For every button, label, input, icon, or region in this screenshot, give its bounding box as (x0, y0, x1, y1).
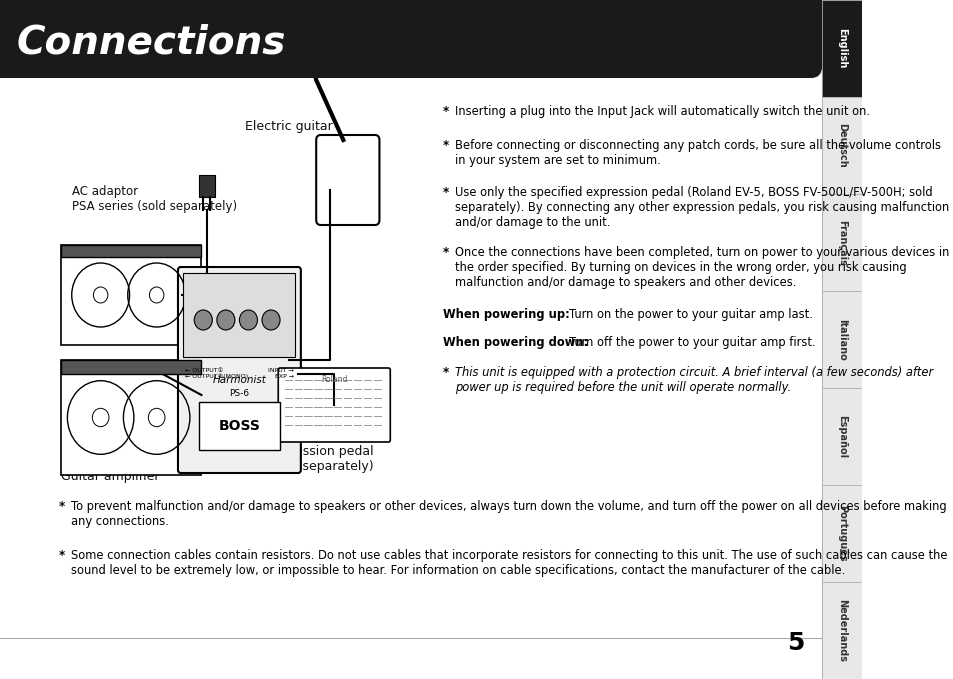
Text: Some connection cables contain resistors. Do not use cables that incorporate res: Some connection cables contain resistors… (71, 549, 947, 577)
Bar (61, 360, 201, 475)
Text: Nederlands: Nederlands (836, 599, 846, 662)
Text: Español: Español (836, 415, 846, 458)
Bar (821, 485, 861, 582)
Text: Electric guitar: Electric guitar (245, 120, 333, 133)
Text: Before connecting or disconnecting any patch cords, be sure all the volume contr: Before connecting or disconnecting any p… (455, 139, 941, 167)
FancyBboxPatch shape (315, 135, 379, 225)
Text: INPUT →
EXP →: INPUT → EXP → (268, 368, 294, 379)
Text: ← OUTPUT①
← OUTPUT②(MONO): ← OUTPUT① ← OUTPUT②(MONO) (185, 368, 248, 380)
Text: Roland: Roland (321, 375, 347, 384)
Text: Turn on the power to your guitar amp last.: Turn on the power to your guitar amp las… (569, 308, 812, 321)
Text: To prevent malfunction and/or damage to speakers or other devices, always turn d: To prevent malfunction and/or damage to … (71, 500, 946, 528)
FancyBboxPatch shape (278, 368, 390, 442)
Text: Expression pedal
(sold separately): Expression pedal (sold separately) (267, 445, 374, 473)
Text: *: * (442, 186, 449, 199)
Text: Français: Français (836, 219, 846, 265)
Text: *: * (442, 105, 449, 118)
Text: AC adaptor
PSA series (sold separately): AC adaptor PSA series (sold separately) (72, 185, 237, 213)
Text: When powering up:: When powering up: (442, 308, 569, 321)
Text: BOSS: BOSS (218, 419, 260, 433)
Bar (61, 245, 201, 345)
Bar (294, 10, 315, 25)
Bar (821, 582, 861, 679)
Text: Harmonist: Harmonist (213, 375, 266, 385)
Text: *: * (442, 366, 449, 379)
Circle shape (216, 310, 234, 330)
Circle shape (262, 310, 280, 330)
Text: Português: Português (836, 505, 846, 562)
Text: Turn off the power to your guitar amp first.: Turn off the power to your guitar amp fi… (569, 336, 815, 349)
Circle shape (194, 310, 213, 330)
Text: English: English (836, 29, 846, 69)
Text: When powering down:: When powering down: (442, 336, 587, 349)
Bar (198, 175, 214, 197)
Bar (821, 194, 861, 291)
Text: *: * (59, 500, 65, 513)
Text: PS-6: PS-6 (229, 390, 250, 399)
Bar (821, 388, 861, 485)
Bar (821, 0, 861, 97)
Bar (821, 97, 861, 194)
Text: Deutsch: Deutsch (836, 123, 846, 168)
Bar (821, 291, 861, 388)
Text: Once the connections have been completed, turn on power to your various devices : Once the connections have been completed… (455, 246, 948, 289)
Text: Connections: Connections (16, 24, 285, 62)
Text: Use only the specified expression pedal (Roland EV-5, BOSS FV-500L/FV-500H; sold: Use only the specified expression pedal … (455, 186, 948, 229)
Text: Guitar amplifier: Guitar amplifier (61, 470, 160, 483)
Text: Inserting a plug into the Input Jack will automatically switch the unit on.: Inserting a plug into the Input Jack wil… (455, 105, 869, 118)
Text: This unit is equipped with a protection circuit. A brief interval (a few seconds: This unit is equipped with a protection … (455, 366, 933, 394)
Bar (0, 0, 821, 60)
FancyBboxPatch shape (178, 267, 300, 473)
Text: Italiano: Italiano (836, 318, 846, 361)
FancyBboxPatch shape (0, 0, 821, 78)
Bar (198, 402, 280, 450)
Text: *: * (442, 246, 449, 259)
Bar (183, 273, 295, 357)
Text: 5: 5 (786, 631, 803, 655)
Text: *: * (442, 139, 449, 152)
Bar (0, 0, 45, 78)
Circle shape (239, 310, 257, 330)
Text: *: * (59, 549, 65, 562)
Bar (61, 245, 201, 257)
Bar (61, 360, 201, 374)
